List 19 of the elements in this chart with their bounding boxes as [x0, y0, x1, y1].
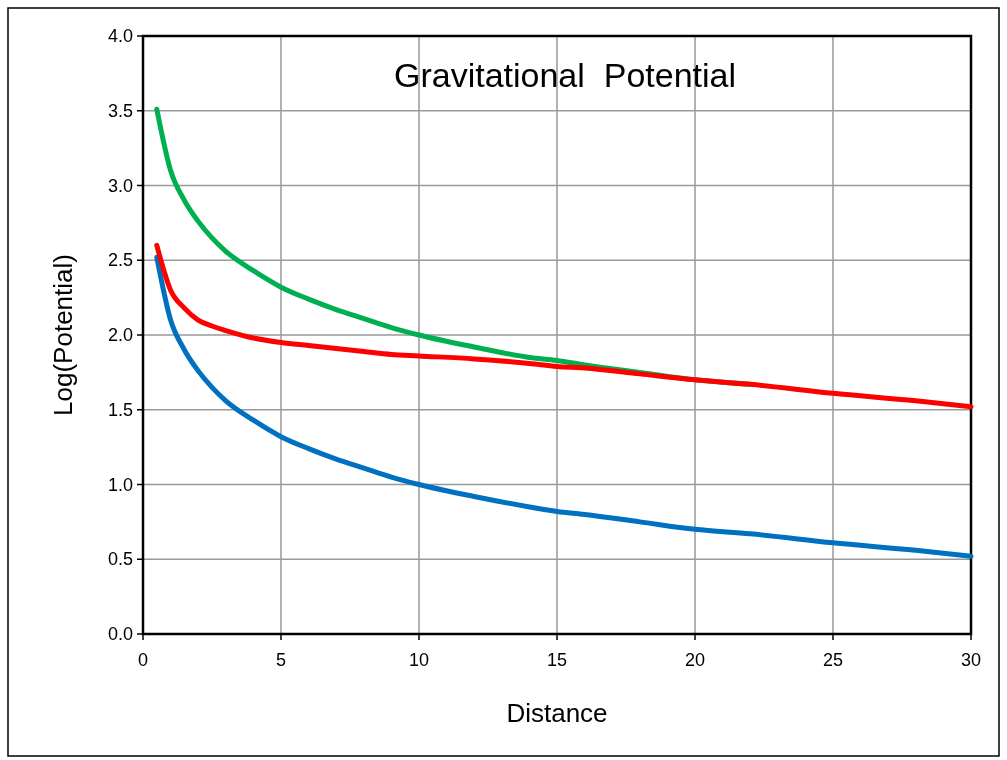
x-axis-title: Distance — [506, 698, 608, 728]
y-tick-label: 0.5 — [107, 549, 133, 570]
y-tick-label: 0.0 — [107, 624, 133, 644]
y-tick-label: 2.5 — [107, 250, 133, 271]
y-tick-label: 3.0 — [107, 175, 133, 196]
text: Gravitational Potential — [393, 56, 737, 94]
y-tick-label: 2.0 — [107, 325, 133, 345]
x-tick-label: 15 — [546, 650, 568, 670]
x-tick-label: 20 — [684, 650, 706, 670]
y-axis-title: Log(Potential) — [48, 254, 78, 416]
x-tick-label: 10 — [408, 650, 430, 670]
x-tick-label: 0 — [137, 650, 149, 670]
x-tick-label: 30 — [960, 650, 982, 670]
y-tick-label: 1.0 — [107, 474, 133, 495]
y-tick-label: 4.0 — [107, 26, 133, 46]
x-tick-label: 5 — [275, 650, 287, 670]
y-tick-label: 1.5 — [107, 399, 133, 420]
y-tick-label: 3.5 — [107, 100, 133, 121]
x-tick-label: 25 — [822, 650, 844, 670]
